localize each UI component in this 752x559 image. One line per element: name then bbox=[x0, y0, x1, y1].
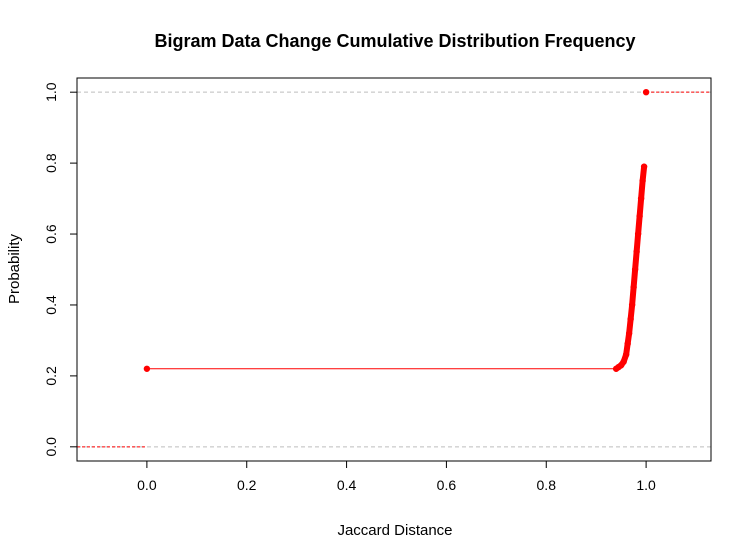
chart-title: Bigram Data Change Cumulative Distributi… bbox=[154, 31, 635, 51]
x-tick-label: 0.8 bbox=[537, 477, 557, 493]
x-tick-label: 0.4 bbox=[337, 477, 357, 493]
ecdf-point-5 bbox=[622, 351, 630, 358]
y-tick-label: 0.4 bbox=[43, 295, 59, 315]
y-axis: 0.0 0.2 0.4 0.6 0.8 1.0 bbox=[43, 82, 78, 457]
x-tick-label: 0.2 bbox=[237, 477, 257, 493]
y-tick-label: 0.6 bbox=[43, 224, 59, 244]
y-tick-label: 0.2 bbox=[43, 366, 59, 386]
ecdf-point-7 bbox=[625, 330, 633, 337]
ecdf-point-13 bbox=[634, 230, 642, 238]
ecdf-point-18 bbox=[642, 88, 650, 96]
ecdf-point-14 bbox=[636, 213, 643, 220]
ecdf-point-10 bbox=[630, 284, 637, 291]
ecdf-point-15 bbox=[637, 195, 645, 202]
y-tick-label: 0.0 bbox=[43, 437, 59, 457]
plot-frame bbox=[76, 77, 712, 462]
ecdf-point-0 bbox=[143, 365, 151, 372]
x-axis: 0.0 0.2 0.4 0.6 0.8 1.0 bbox=[137, 460, 656, 493]
x-axis-label: Jaccard Distance bbox=[337, 522, 452, 539]
y-tick-label: 0.8 bbox=[43, 153, 59, 173]
ecdf-point-6 bbox=[624, 340, 631, 348]
ecdf-point-16 bbox=[639, 177, 646, 185]
x-tick-label: 0.6 bbox=[437, 477, 457, 493]
ecdf-point-9 bbox=[628, 301, 636, 309]
x-tick-label: 1.0 bbox=[636, 477, 656, 493]
ecdf-point-17 bbox=[640, 163, 648, 170]
ecdf-series bbox=[77, 88, 711, 448]
x-tick-label: 0.0 bbox=[137, 477, 157, 493]
ecdf-point-12 bbox=[633, 248, 640, 255]
ecdf-point-4 bbox=[620, 358, 627, 365]
reference-lines bbox=[77, 91, 711, 448]
ecdf-point-11 bbox=[631, 266, 639, 273]
y-axis-label: Probability bbox=[6, 233, 23, 304]
ecdf-point-8 bbox=[627, 315, 634, 323]
y-tick-label: 1.0 bbox=[43, 82, 59, 102]
